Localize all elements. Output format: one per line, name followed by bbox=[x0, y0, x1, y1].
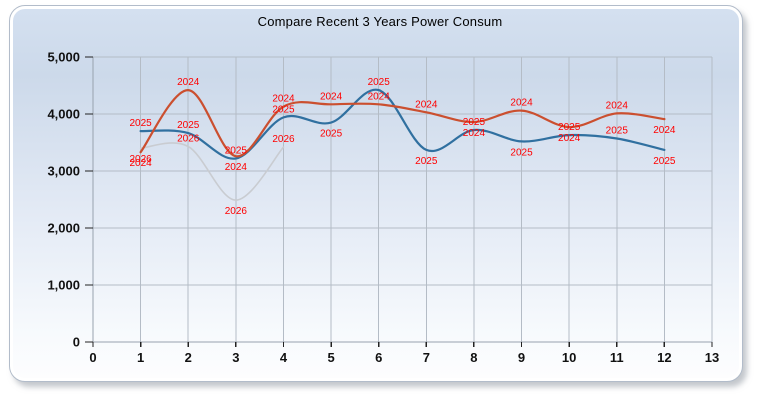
point-label-2025: 2025 bbox=[177, 120, 200, 131]
point-label-2024: 2024 bbox=[510, 98, 533, 109]
point-label-2024: 2024 bbox=[272, 94, 295, 105]
y-tick-label: 2,000 bbox=[47, 221, 80, 236]
point-label-2024: 2024 bbox=[606, 100, 629, 111]
point-label-2024: 2024 bbox=[225, 162, 248, 173]
point-label-2026: 2026 bbox=[225, 206, 248, 217]
point-label-2025: 2025 bbox=[225, 145, 248, 156]
chart-title: Compare Recent 3 Years Power Consum bbox=[257, 14, 503, 29]
x-tick-label: 1 bbox=[137, 350, 144, 365]
series-line-2025 bbox=[139, 88, 666, 160]
point-label-2025: 2025 bbox=[510, 147, 533, 158]
point-label-2026: 2026 bbox=[272, 134, 295, 145]
point-labels: 2024 2024 2024 2024 2024 2024 2024 2024 2024 2024… bbox=[129, 77, 675, 217]
x-tick-label: 3 bbox=[232, 350, 239, 365]
point-label-2026: 2026 bbox=[177, 133, 200, 144]
x-tick-label: 12 bbox=[657, 350, 671, 365]
chart-panel-background bbox=[13, 9, 739, 378]
point-label-2026: 2026 bbox=[129, 154, 152, 165]
axes bbox=[92, 57, 712, 343]
point-label-2025: 2025 bbox=[415, 156, 438, 167]
x-tick-label: 5 bbox=[327, 350, 334, 365]
x-tick-label: 0 bbox=[89, 350, 96, 365]
x-tick-label: 7 bbox=[423, 350, 430, 365]
x-tick-label: 8 bbox=[470, 350, 477, 365]
point-label-2024: 2024 bbox=[177, 77, 200, 88]
point-label-2025: 2025 bbox=[606, 126, 629, 137]
point-label-2025: 2025 bbox=[558, 122, 581, 133]
point-label-2025: 2025 bbox=[463, 117, 486, 128]
x-tick-label: 9 bbox=[518, 350, 525, 365]
point-label-2024: 2024 bbox=[558, 133, 581, 144]
x-tick-label: 10 bbox=[562, 350, 576, 365]
point-label-2024: 2024 bbox=[415, 99, 438, 110]
point-label-2025: 2025 bbox=[129, 118, 152, 129]
tick-marks bbox=[85, 56, 713, 347]
x-tick-label: 6 bbox=[375, 350, 382, 365]
series-line-2026 bbox=[139, 142, 285, 201]
point-label-2024: 2024 bbox=[129, 158, 152, 169]
point-label-2025: 2025 bbox=[272, 104, 295, 115]
x-axis-labels: 0 1 2 3 4 5 6 7 8 9 10 11 12 13 bbox=[89, 350, 719, 365]
point-label-2025: 2025 bbox=[368, 77, 391, 88]
point-label-2024: 2024 bbox=[653, 125, 676, 136]
y-tick-label: 5,000 bbox=[47, 50, 80, 65]
x-tick-label: 11 bbox=[610, 350, 624, 365]
x-tick-label: 2 bbox=[185, 350, 192, 365]
x-tick-label: 4 bbox=[280, 350, 288, 365]
y-tick-label: 3,000 bbox=[47, 164, 80, 179]
y-tick-label: 1,000 bbox=[47, 278, 80, 293]
point-label-2024: 2024 bbox=[368, 91, 391, 102]
x-tick-label: 13 bbox=[705, 350, 719, 365]
y-tick-label: 4,000 bbox=[47, 107, 80, 122]
point-label-2024: 2024 bbox=[320, 91, 343, 102]
point-label-2025: 2025 bbox=[320, 129, 343, 140]
chart-panel bbox=[9, 5, 743, 382]
point-label-2025: 2025 bbox=[653, 156, 676, 167]
point-label-2024: 2024 bbox=[463, 128, 486, 139]
y-axis-labels: 0 1,000 2,000 3,000 4,000 5,000 bbox=[47, 50, 80, 350]
series-line-2024 bbox=[139, 88, 666, 158]
grid-lines bbox=[93, 56, 713, 342]
y-tick-label: 0 bbox=[73, 335, 80, 350]
